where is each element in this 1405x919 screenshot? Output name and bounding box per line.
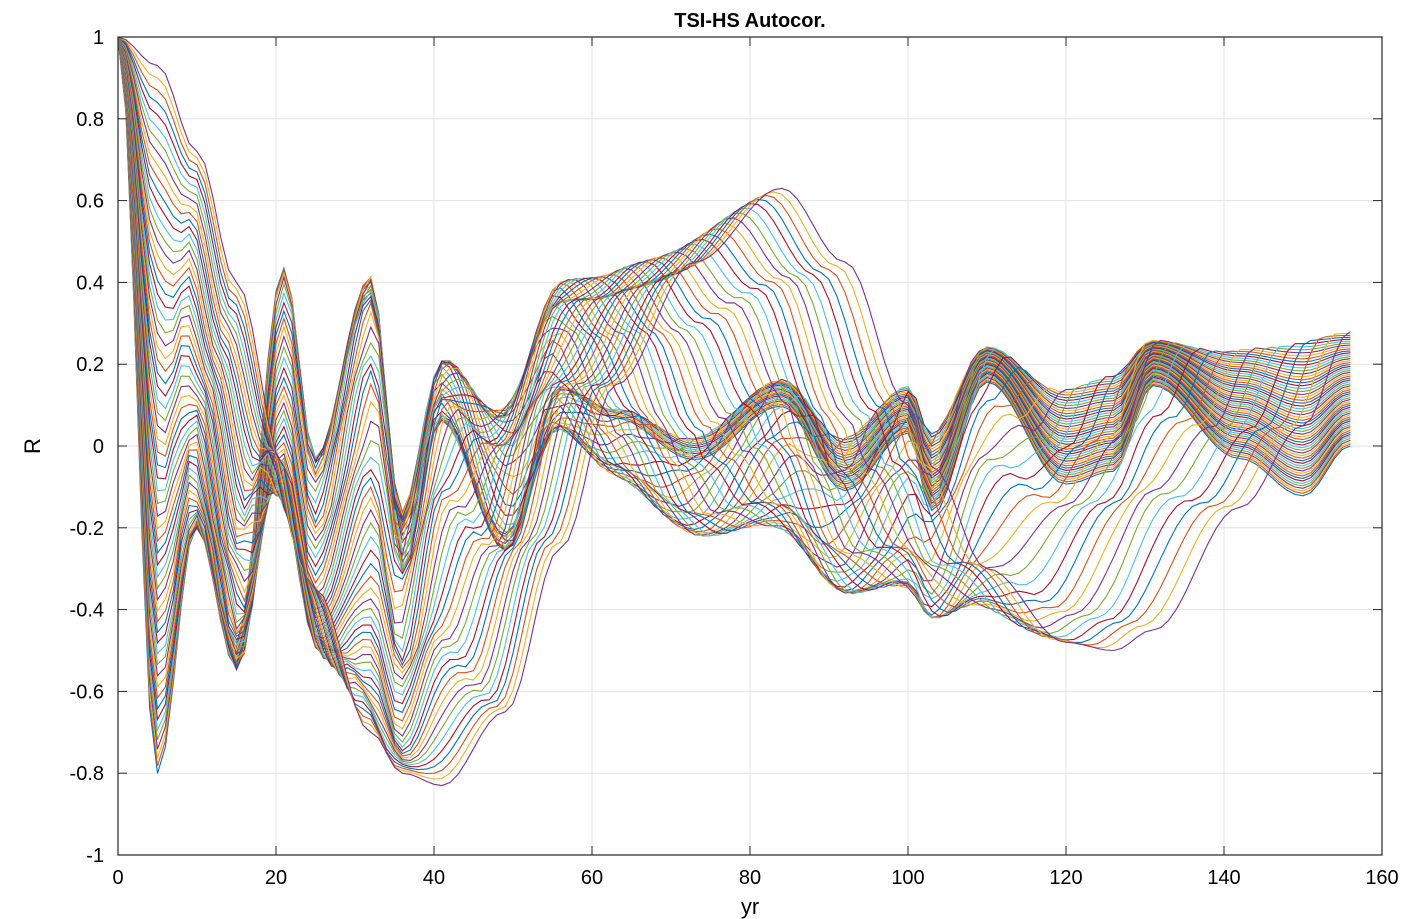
x-tick-label: 60 xyxy=(581,867,603,889)
series-line xyxy=(117,36,1351,752)
x-tick-label: 40 xyxy=(423,867,445,889)
series-line xyxy=(117,36,1351,768)
y-tick-labels: -1 -0.8 -0.6 -0.4 -0.2 0 0.2 0.4 0.6 0.8 1 xyxy=(70,27,104,867)
x-tick-label: 160 xyxy=(1365,867,1398,889)
series-line xyxy=(117,36,1351,667)
x-tick-label: 100 xyxy=(891,867,924,889)
chart-title: TSI-HS Autocor. xyxy=(674,10,825,32)
series-line xyxy=(117,36,1351,722)
y-tick-label: -0.8 xyxy=(70,763,104,785)
series-line xyxy=(117,36,1351,775)
x-tick-label: 20 xyxy=(265,867,287,889)
x-tick-label: 140 xyxy=(1207,867,1240,889)
series-line xyxy=(117,36,1351,766)
y-axis-label: R xyxy=(20,438,45,454)
y-tick-label: 0 xyxy=(93,436,104,458)
x-tick-label: 80 xyxy=(739,867,761,889)
series-line xyxy=(117,36,1351,737)
series-line xyxy=(117,36,1351,748)
y-tick-label: -1 xyxy=(86,845,104,867)
series-line xyxy=(117,36,1351,757)
y-tick-label: -0.4 xyxy=(70,600,104,622)
axis-ticks xyxy=(117,36,1383,856)
series-line xyxy=(117,36,1351,764)
y-tick-label: -0.6 xyxy=(70,681,104,703)
x-tick-label: 120 xyxy=(1049,867,1082,889)
x-tick-labels: 0 20 40 60 80 100 120 140 160 xyxy=(112,867,1398,889)
y-tick-label: 0.4 xyxy=(76,272,104,294)
x-axis-label: yr xyxy=(741,894,759,919)
series-line xyxy=(117,36,1351,759)
series-lines xyxy=(117,36,1351,787)
y-tick-label: -0.2 xyxy=(70,518,104,540)
series-line xyxy=(117,36,1351,771)
x-tick-label: 0 xyxy=(112,867,123,889)
y-tick-label: 0.2 xyxy=(76,354,104,376)
series-line xyxy=(117,36,1351,780)
series-line xyxy=(117,36,1351,761)
y-tick-label: 0.6 xyxy=(76,191,104,213)
y-tick-label: 1 xyxy=(93,27,104,49)
series-line xyxy=(117,36,1351,743)
series-line xyxy=(117,36,1351,755)
y-tick-label: 0.8 xyxy=(76,109,104,131)
series-line xyxy=(117,36,1351,787)
